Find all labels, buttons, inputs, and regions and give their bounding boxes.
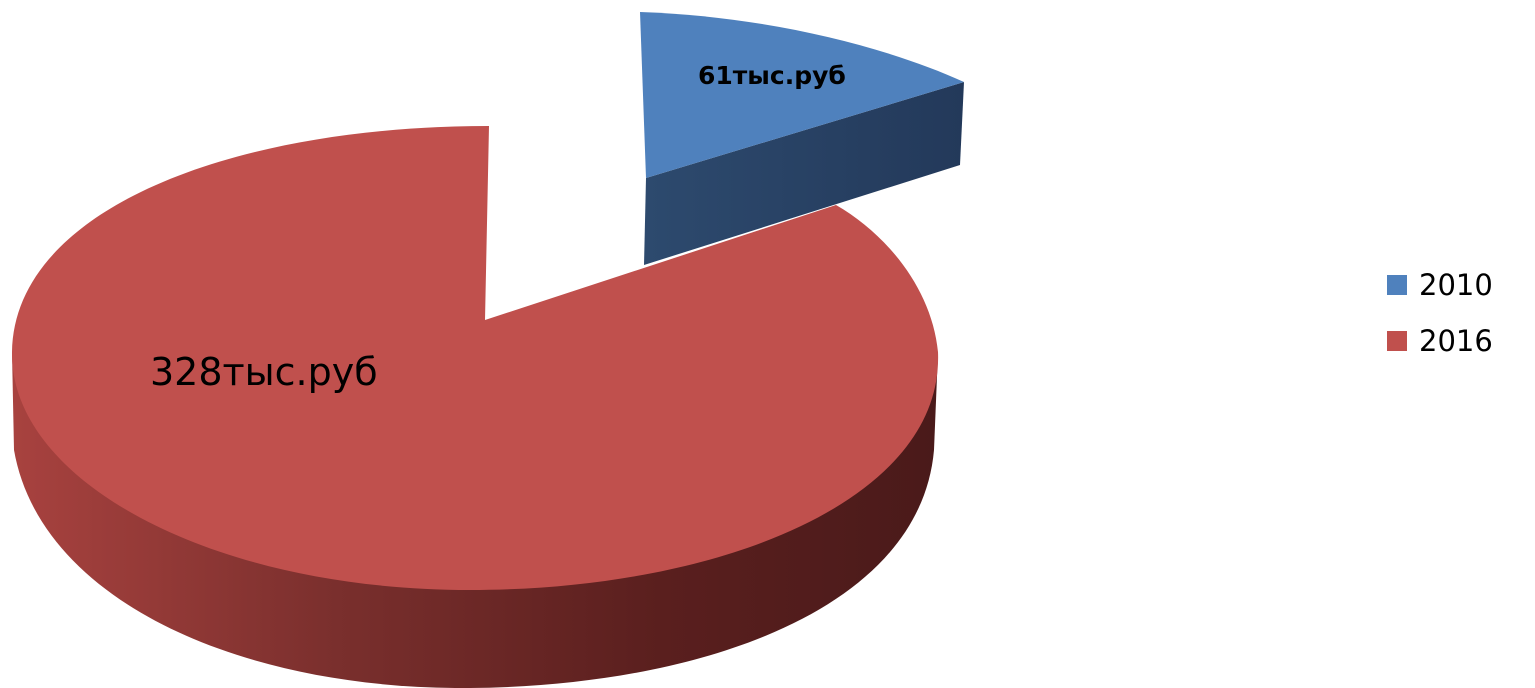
slice-top-2016 [11,126,939,590]
legend-swatch-2016 [1387,331,1407,351]
slice-top-2010 [640,12,964,178]
legend-label-2010: 2010 [1419,268,1493,302]
slice-group-2010: 61тыс.руб [640,12,964,265]
legend-swatch-2010 [1387,275,1407,295]
slice-label-2010: 61тыс.руб [698,61,846,90]
slice-side-2010 [644,82,964,265]
legend-label-2016: 2016 [1419,324,1493,358]
legend-item-2010: 2010 [1387,268,1493,302]
slice-group-2016: 328тыс.руб [11,126,939,688]
legend: 2010 2016 [1387,268,1493,380]
legend-item-2016: 2016 [1387,324,1493,358]
slice-label-2016: 328тыс.руб [150,350,378,394]
